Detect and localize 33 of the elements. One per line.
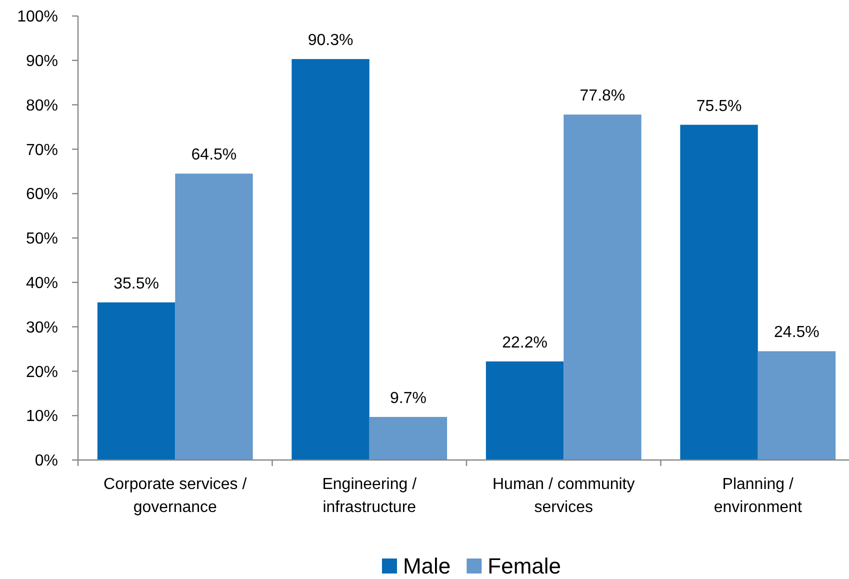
data-label: 75.5% xyxy=(696,98,742,115)
y-tick-label: 0% xyxy=(34,452,58,470)
data-label: 64.5% xyxy=(191,146,237,164)
y-tick-label: 10% xyxy=(26,408,58,426)
bar xyxy=(292,59,370,460)
y-tick-label: 60% xyxy=(26,186,58,204)
legend-label: Male xyxy=(402,554,451,579)
data-label: 90.3% xyxy=(308,32,354,50)
x-tick-label: Planning / environment xyxy=(714,476,802,516)
x-tick-label: Human / community services xyxy=(492,476,635,516)
data-label: 9.7% xyxy=(390,390,426,407)
x-tick-label: Corporate services / governance xyxy=(104,476,248,516)
x-tick-label: Engineering / infrastructure xyxy=(322,476,418,516)
y-tick-label: 40% xyxy=(26,275,58,292)
bar xyxy=(680,124,758,460)
data-label: 24.5% xyxy=(774,324,820,342)
y-tick-label: 50% xyxy=(26,230,58,248)
data-label: 35.5% xyxy=(114,275,159,292)
bar xyxy=(369,416,448,460)
y-tick-label: 100% xyxy=(17,8,58,26)
legend-label: Female xyxy=(488,554,562,579)
bar xyxy=(564,114,642,460)
bar xyxy=(97,302,176,460)
y-tick-label: 20% xyxy=(26,364,58,381)
bar xyxy=(758,351,836,460)
data-label: 77.8% xyxy=(580,88,626,105)
bar xyxy=(175,174,253,460)
y-tick-label: 30% xyxy=(26,319,58,336)
y-tick-label: 90% xyxy=(26,53,58,70)
data-label: 22.2% xyxy=(502,334,548,352)
bar xyxy=(486,361,564,460)
y-tick-label: 70% xyxy=(26,142,58,159)
y-tick-label: 80% xyxy=(26,97,58,114)
